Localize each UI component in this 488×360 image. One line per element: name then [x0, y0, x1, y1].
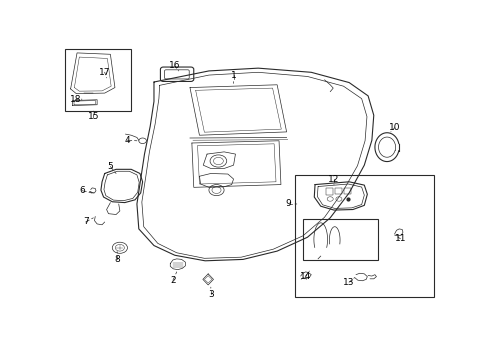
Text: 7: 7: [82, 217, 88, 226]
Text: 1: 1: [230, 71, 236, 80]
Bar: [295, 175, 433, 297]
Bar: [343, 188, 350, 194]
Bar: [65, 49, 131, 111]
Text: 3: 3: [207, 289, 213, 298]
Text: 4: 4: [124, 136, 130, 145]
Text: 10: 10: [388, 123, 400, 132]
Text: 5: 5: [107, 162, 113, 171]
Text: 12: 12: [327, 175, 339, 184]
Text: 2: 2: [170, 276, 175, 285]
Text: 15: 15: [87, 112, 99, 121]
Bar: [334, 188, 341, 194]
Text: 13: 13: [343, 278, 354, 287]
Text: 9: 9: [285, 199, 291, 208]
Text: 11: 11: [394, 234, 405, 243]
Text: 6: 6: [79, 186, 85, 195]
Bar: [326, 188, 332, 195]
Text: 14: 14: [299, 271, 311, 280]
Text: 16: 16: [169, 62, 180, 71]
Text: 18: 18: [70, 95, 81, 104]
Text: 17: 17: [99, 68, 110, 77]
Bar: [302, 219, 377, 260]
Text: 8: 8: [114, 255, 120, 264]
